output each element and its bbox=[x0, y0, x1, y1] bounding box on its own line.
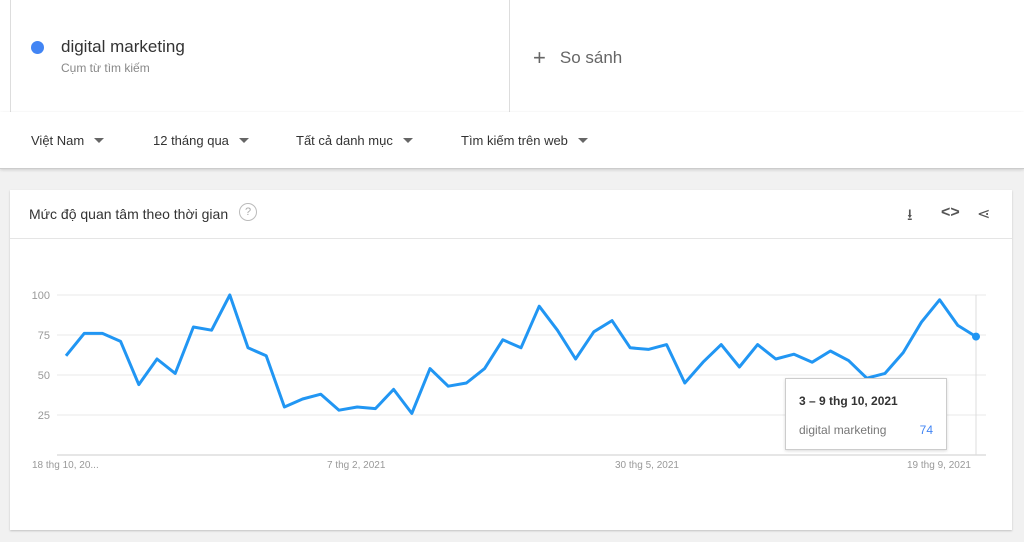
tooltip-date: 3 – 9 thg 10, 2021 bbox=[799, 394, 898, 408]
caret-down-icon bbox=[94, 138, 105, 143]
series-color-dot bbox=[31, 41, 44, 54]
filter-region[interactable]: Việt Nam bbox=[31, 133, 105, 148]
y-tick-label: 25 bbox=[38, 410, 50, 422]
embed-icon[interactable]: <> bbox=[941, 204, 960, 221]
search-terms-bar: digital marketing Cụm từ tìm kiếm + So sá… bbox=[0, 0, 1024, 113]
filter-time[interactable]: 12 tháng qua bbox=[153, 133, 249, 148]
filter-label: Việt Nam bbox=[31, 133, 85, 148]
search-term-card[interactable]: digital marketing Cụm từ tìm kiếm bbox=[10, 0, 510, 112]
filter-category[interactable]: Tất cả danh mục bbox=[296, 133, 413, 148]
download-icon[interactable]: ⭳ bbox=[907, 207, 913, 224]
chart-tooltip: 3 – 9 thg 10, 2021 digital marketing 74 bbox=[785, 378, 947, 450]
x-tick-label: 7 thg 2, 2021 bbox=[327, 460, 386, 471]
divider bbox=[10, 238, 1012, 239]
caret-down-icon bbox=[238, 138, 249, 143]
search-term-name[interactable]: digital marketing bbox=[61, 37, 185, 56]
y-tick-label: 50 bbox=[38, 370, 50, 382]
filter-bar: Việt Nam 12 tháng qua Tất cả danh mục Tì… bbox=[0, 112, 1024, 169]
filter-label: Tìm kiếm trên web bbox=[461, 133, 568, 148]
filter-label: 12 tháng qua bbox=[153, 133, 229, 148]
x-tick-label: 30 thg 5, 2021 bbox=[615, 460, 679, 471]
y-tick-label: 100 bbox=[32, 290, 50, 302]
compare-label: So sánh bbox=[559, 48, 623, 67]
caret-down-icon bbox=[402, 138, 413, 143]
x-tick-label: 18 thg 10, 20... bbox=[32, 460, 99, 471]
plus-icon: + bbox=[533, 45, 546, 70]
x-tick-label: 19 thg 9, 2021 bbox=[907, 460, 971, 471]
series-line bbox=[64, 293, 977, 415]
search-term-type: Cụm từ tìm kiếm bbox=[61, 61, 150, 75]
help-icon[interactable]: ? bbox=[239, 203, 257, 221]
compare-button[interactable]: + So sánh bbox=[533, 45, 622, 71]
tooltip-value: 74 bbox=[919, 423, 933, 437]
filter-search-type[interactable]: Tìm kiếm trên web bbox=[461, 133, 588, 148]
filter-label: Tất cả danh mục bbox=[296, 133, 393, 148]
y-tick-label: 75 bbox=[38, 330, 50, 342]
card-title: Mức độ quan tâm theo thời gian bbox=[29, 206, 229, 222]
caret-down-icon bbox=[577, 138, 588, 143]
share-icon[interactable]: ⋖ bbox=[977, 206, 991, 223]
tooltip-series: digital marketing bbox=[799, 423, 887, 437]
data-point bbox=[972, 332, 980, 341]
